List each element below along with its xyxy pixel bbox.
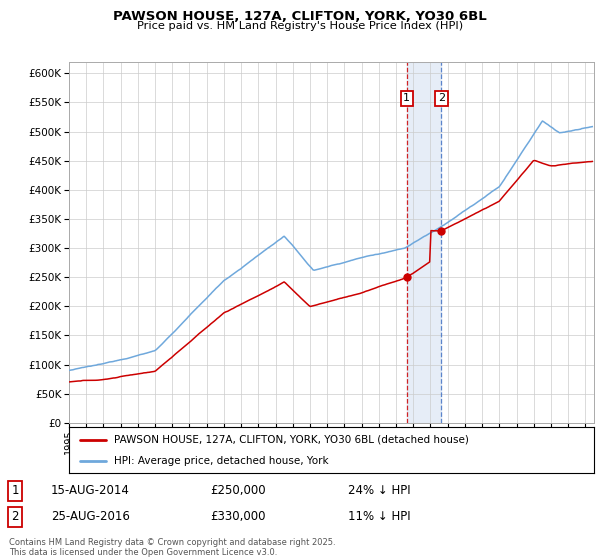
Text: 11% ↓ HPI: 11% ↓ HPI [348, 510, 410, 523]
Text: 25-AUG-2016: 25-AUG-2016 [51, 510, 130, 523]
Text: £250,000: £250,000 [210, 484, 266, 497]
Text: 24% ↓ HPI: 24% ↓ HPI [348, 484, 410, 497]
Text: 2: 2 [11, 510, 19, 523]
Text: Price paid vs. HM Land Registry's House Price Index (HPI): Price paid vs. HM Land Registry's House … [137, 21, 463, 31]
Text: 1: 1 [11, 484, 19, 497]
Text: PAWSON HOUSE, 127A, CLIFTON, YORK, YO30 6BL: PAWSON HOUSE, 127A, CLIFTON, YORK, YO30 … [113, 10, 487, 23]
Text: Contains HM Land Registry data © Crown copyright and database right 2025.
This d: Contains HM Land Registry data © Crown c… [9, 538, 335, 557]
Text: HPI: Average price, detached house, York: HPI: Average price, detached house, York [113, 456, 328, 466]
Text: 15-AUG-2014: 15-AUG-2014 [51, 484, 130, 497]
Text: 1: 1 [403, 94, 410, 103]
Text: PAWSON HOUSE, 127A, CLIFTON, YORK, YO30 6BL (detached house): PAWSON HOUSE, 127A, CLIFTON, YORK, YO30 … [113, 435, 469, 445]
Text: 2: 2 [437, 94, 445, 103]
Bar [407, 62, 441, 423]
Text: £330,000: £330,000 [210, 510, 265, 523]
